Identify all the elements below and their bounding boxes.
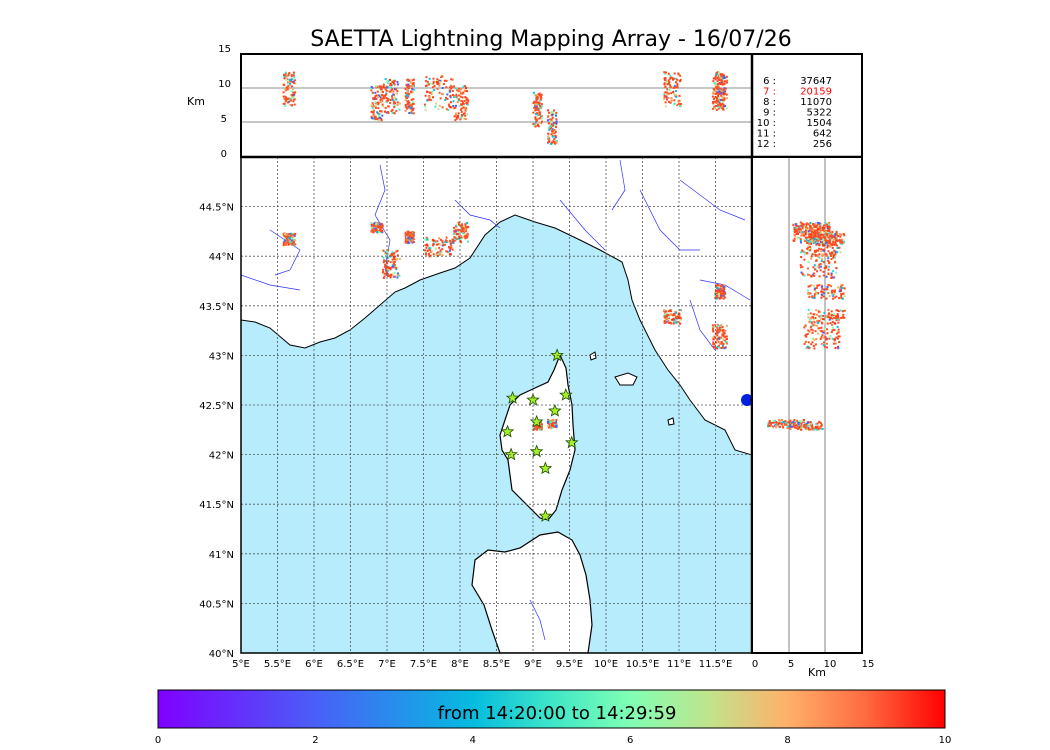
- lon-tick-label: 11.5°E: [699, 659, 733, 670]
- station-star: [529, 414, 544, 428]
- station-count-label: 9 :: [763, 108, 776, 119]
- figure-title: SAETTA Lightning Mapping Array - 16/07/2…: [310, 27, 791, 52]
- map-panel: [240, 54, 862, 654]
- station-star: [538, 461, 553, 475]
- station-count-label: 6 :: [763, 76, 776, 87]
- lat-tick-label: 42°N: [209, 451, 234, 462]
- colorbar-tick-label: 6: [627, 735, 633, 746]
- time-colorbar: from 14:20:00 to 14:29:59 0 2 4 6 8 10: [155, 689, 952, 746]
- lon-tick-label: 6°E: [305, 659, 323, 670]
- alt-axis-label: Km: [187, 95, 205, 108]
- lon-tick-label: 10.5°E: [626, 659, 660, 670]
- alt-tick-10: 10: [218, 79, 231, 90]
- station-star: [564, 435, 579, 449]
- lat-tick-label: 43°N: [209, 351, 234, 362]
- station-count-value: 1504: [807, 118, 832, 129]
- station-count-label: 10 :: [757, 118, 776, 129]
- station-count-label: 12 :: [757, 139, 776, 150]
- altitude-longitude-panel: [240, 53, 753, 158]
- colorbar-time-range: from 14:20:00 to 14:29:59: [438, 703, 677, 724]
- side-tick-15: 15: [862, 659, 875, 670]
- station-count-value: 642: [813, 129, 832, 140]
- lon-tick-label: 9°E: [524, 659, 542, 670]
- island-elba: [614, 372, 638, 386]
- station-count-label: 7 :: [763, 87, 776, 98]
- station-star: [505, 391, 520, 404]
- top-lightning-points: [282, 71, 729, 145]
- storm-marker: [741, 394, 752, 406]
- station-star: [529, 444, 544, 458]
- station-count-value: 11070: [800, 97, 832, 108]
- side-lightning-points: [767, 221, 846, 431]
- lon-tick-label: 8.5°E: [483, 659, 510, 670]
- station-count-value: 5322: [807, 108, 832, 119]
- station-count-panel: 6 : 37647 7 : 20159 8 : 11070 9 : 5322 10 : 1504 1…: [751, 53, 863, 158]
- lat-tick-label: 42.5°N: [199, 401, 234, 412]
- station-star: [500, 424, 515, 438]
- latitude-altitude-panel: [751, 156, 863, 654]
- lat-tick-label: 41.5°N: [199, 500, 234, 511]
- lon-tick-label: 11°E: [667, 659, 691, 670]
- lat-tick-label: 44.5°N: [199, 203, 234, 214]
- colorbar-tick-label: 8: [784, 735, 790, 746]
- station-count-value: 20159: [800, 87, 832, 98]
- station-count-label: 11 :: [757, 129, 776, 140]
- station-count-value: 256: [813, 139, 832, 150]
- side-axis-label: Km: [808, 666, 826, 679]
- station-star: [504, 447, 518, 461]
- lat-tick-label: 44°N: [209, 252, 234, 263]
- latitude-tick-labels: 44.5°N 44°N 43.5°N 43°N 42.5°N 42°N 41.5°N 41°N…: [199, 203, 234, 660]
- colorbar-tick-label: 4: [470, 735, 476, 746]
- station-count-label: 8 :: [763, 97, 776, 108]
- side-tick-5: 5: [788, 659, 794, 670]
- colorbar-ticks: 0 2 4 6 8 10: [155, 735, 952, 746]
- station-count-value: 37647: [800, 76, 832, 87]
- lon-tick-label: 10°E: [594, 659, 618, 670]
- lon-tick-label: 5°E: [232, 659, 250, 670]
- island-small-2: [667, 417, 675, 426]
- island-small-1: [589, 351, 597, 361]
- side-tick-0: 0: [752, 659, 758, 670]
- lon-tick-label: 6.5°E: [337, 659, 364, 670]
- station-star: [559, 388, 573, 401]
- colorbar-tick-label: 10: [939, 735, 952, 746]
- lat-tick-label: 40°N: [209, 649, 234, 660]
- longitude-tick-labels: 5°E 5.5°E 6°E 6.5°E 7°E 7.5°E 8°E 8.5°E 9°E 9.5°E…: [232, 659, 732, 670]
- colorbar-tick-label: 0: [155, 735, 161, 746]
- lon-tick-label: 5.5°E: [264, 659, 291, 670]
- lat-tick-label: 40.5°N: [199, 599, 234, 610]
- island-sardinia: [471, 531, 593, 653]
- lon-tick-label: 8°E: [451, 659, 469, 670]
- lon-tick-label: 7°E: [378, 659, 396, 670]
- sensor-stations: [500, 348, 579, 522]
- graticule: [241, 157, 752, 653]
- colorbar-tick-label: 2: [312, 735, 318, 746]
- lat-tick-label: 41°N: [209, 550, 234, 561]
- alt-tick-15: 15: [218, 44, 231, 55]
- station-star: [538, 508, 553, 522]
- lon-tick-label: 7.5°E: [410, 659, 437, 670]
- map-lightning-points: [282, 221, 729, 431]
- station-star: [550, 348, 564, 362]
- alt-tick-0: 0: [221, 149, 227, 160]
- alt-tick-5: 5: [221, 114, 227, 125]
- station-star: [548, 403, 562, 417]
- lon-tick-label: 9.5°E: [556, 659, 583, 670]
- lat-tick-label: 43.5°N: [199, 302, 234, 313]
- side-tick-10: 10: [824, 659, 837, 670]
- mainland-landmass: [241, 157, 752, 456]
